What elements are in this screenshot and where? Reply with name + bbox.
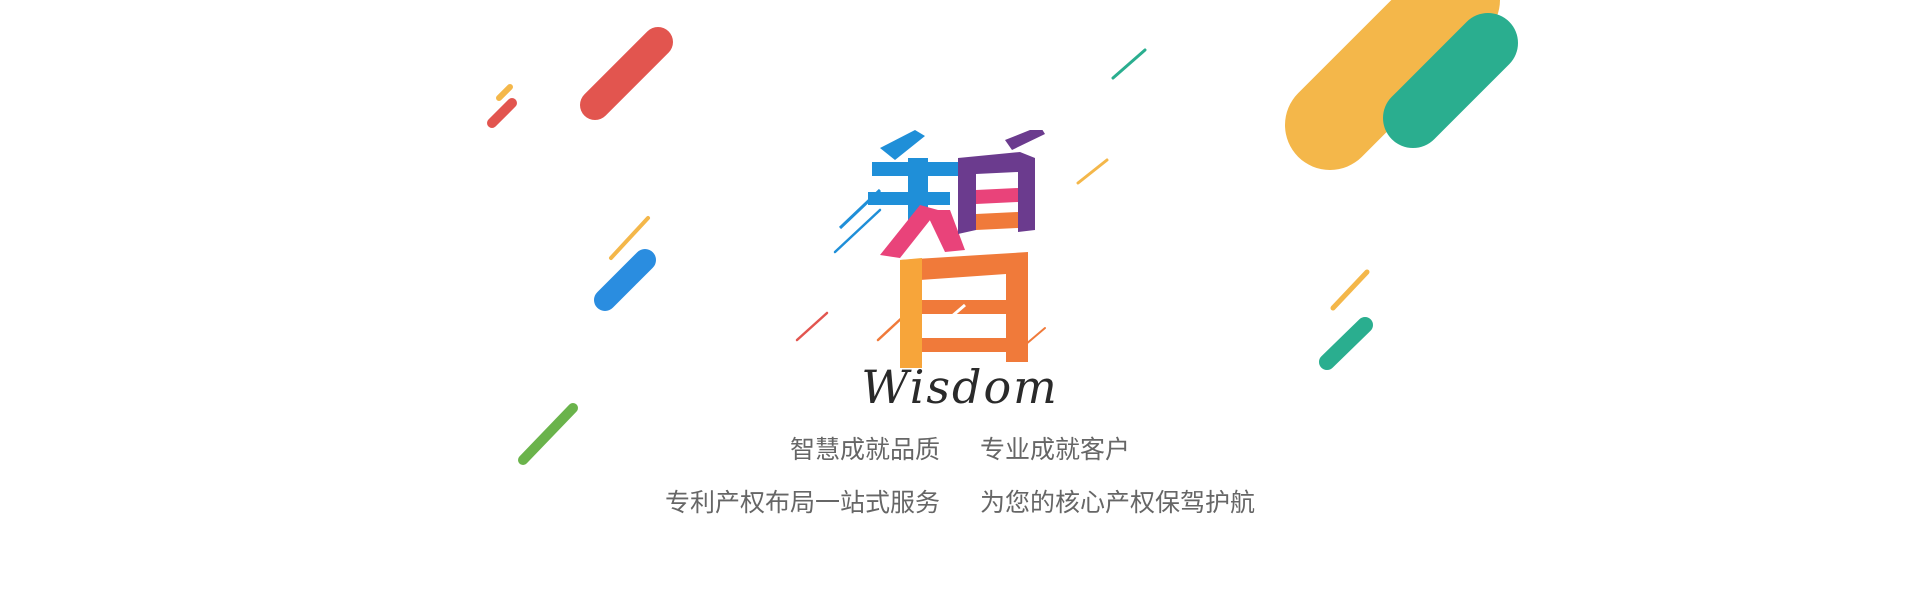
teal-thin-line <box>1113 50 1145 78</box>
wisdom-character-graphic <box>780 130 1140 370</box>
yellow-dash-shape <box>499 87 510 98</box>
tagline-2-right: 为您的核心产权保驾护航 <box>980 488 1255 517</box>
teal-small-pill-shape <box>1327 325 1365 362</box>
tagline-2-left: 专利产权布局一站式服务 <box>665 488 940 517</box>
red-pill-shape <box>595 42 658 105</box>
tagline-1-right: 专业成就客户 <box>980 435 1130 464</box>
red-dash-shape <box>492 103 512 123</box>
blue-pill-shape <box>605 260 645 300</box>
hero-subtitle: Wisdom <box>0 360 1920 414</box>
tagline-1-left: 智慧成就品质 <box>790 435 940 464</box>
yellow-thin-line-right <box>1333 272 1367 308</box>
tagline-line-2: 专利产权布局一站式服务 为您的核心产权保驾护航 <box>0 483 1920 519</box>
tagline-line-1: 智慧成就品质 专业成就客户 <box>0 430 1920 466</box>
